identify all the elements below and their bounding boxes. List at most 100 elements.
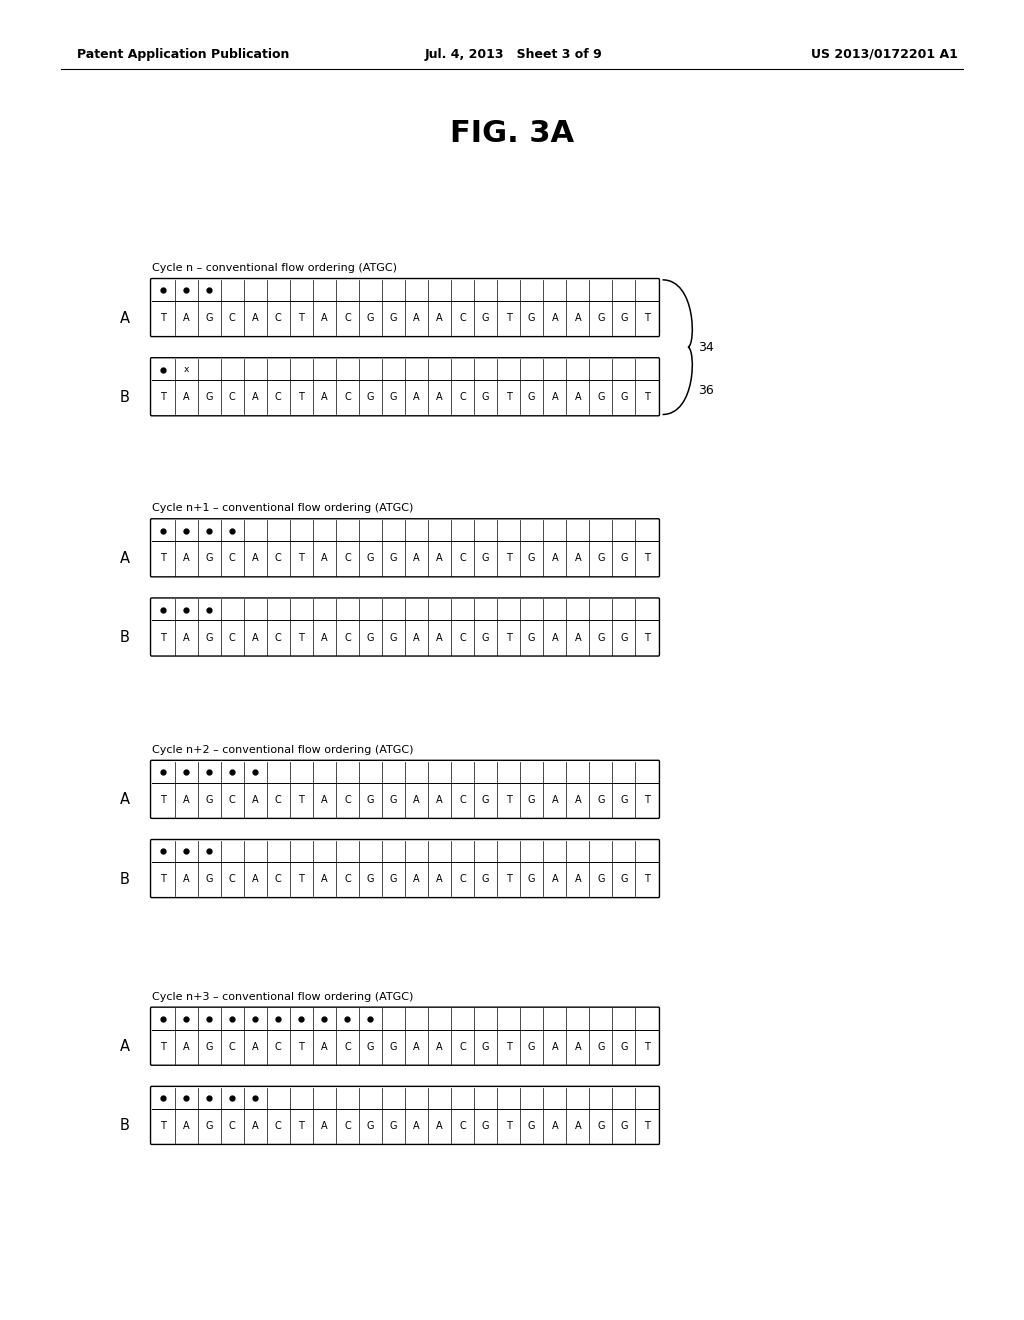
Text: C: C — [459, 313, 466, 323]
Text: C: C — [459, 1121, 466, 1131]
Text: G: G — [367, 313, 374, 323]
Text: C: C — [344, 392, 351, 403]
Text: G: G — [528, 392, 536, 403]
Text: T: T — [160, 795, 166, 805]
Text: A: A — [552, 392, 558, 403]
Text: G: G — [206, 795, 213, 805]
Text: A: A — [322, 313, 328, 323]
Text: T: T — [298, 553, 304, 564]
Text: A: A — [252, 1121, 258, 1131]
FancyBboxPatch shape — [151, 598, 659, 656]
Text: x: x — [183, 366, 188, 374]
Text: G: G — [206, 874, 213, 884]
Text: A: A — [436, 874, 442, 884]
Text: A: A — [120, 310, 130, 326]
Text: A: A — [183, 874, 189, 884]
Text: A: A — [436, 632, 442, 643]
Text: Patent Application Publication: Patent Application Publication — [77, 48, 289, 61]
Text: C: C — [274, 1121, 282, 1131]
Text: A: A — [436, 313, 442, 323]
Text: A: A — [414, 553, 420, 564]
Text: T: T — [298, 632, 304, 643]
Text: G: G — [621, 1121, 628, 1131]
Text: T: T — [506, 632, 512, 643]
Text: C: C — [459, 874, 466, 884]
Text: T: T — [644, 313, 650, 323]
Text: C: C — [344, 1041, 351, 1052]
Text: A: A — [252, 1041, 258, 1052]
Text: A: A — [322, 392, 328, 403]
Text: A: A — [322, 795, 328, 805]
FancyBboxPatch shape — [151, 760, 659, 818]
Text: T: T — [644, 1041, 650, 1052]
Text: C: C — [274, 1041, 282, 1052]
Text: A: A — [574, 795, 581, 805]
Text: G: G — [390, 553, 397, 564]
Text: G: G — [597, 1041, 604, 1052]
Text: T: T — [644, 553, 650, 564]
Text: A: A — [574, 1041, 581, 1052]
Text: A: A — [183, 632, 189, 643]
Text: A: A — [414, 1121, 420, 1131]
Text: G: G — [621, 795, 628, 805]
Text: G: G — [621, 313, 628, 323]
Text: Cycle n+1 – conventional flow ordering (ATGC): Cycle n+1 – conventional flow ordering (… — [152, 503, 413, 513]
Text: T: T — [644, 1121, 650, 1131]
Text: A: A — [414, 313, 420, 323]
Text: A: A — [252, 392, 258, 403]
Text: C: C — [459, 553, 466, 564]
Text: T: T — [160, 553, 166, 564]
Text: G: G — [390, 795, 397, 805]
Text: T: T — [506, 1041, 512, 1052]
Text: A: A — [252, 795, 258, 805]
Text: G: G — [528, 1121, 536, 1131]
Text: 34: 34 — [698, 341, 714, 354]
Text: A: A — [120, 792, 130, 808]
Text: A: A — [322, 874, 328, 884]
Text: A: A — [183, 553, 189, 564]
Text: 36: 36 — [698, 384, 714, 397]
Text: A: A — [574, 632, 581, 643]
FancyBboxPatch shape — [151, 1086, 659, 1144]
Text: G: G — [597, 795, 604, 805]
Text: T: T — [506, 795, 512, 805]
Text: B: B — [120, 1118, 130, 1134]
Text: C: C — [459, 1041, 466, 1052]
Text: A: A — [183, 392, 189, 403]
Text: A: A — [436, 1121, 442, 1131]
Text: C: C — [228, 313, 236, 323]
Text: T: T — [160, 313, 166, 323]
Text: C: C — [274, 632, 282, 643]
Text: C: C — [228, 874, 236, 884]
Text: T: T — [644, 632, 650, 643]
Text: C: C — [344, 1121, 351, 1131]
Text: T: T — [506, 553, 512, 564]
Text: A: A — [183, 795, 189, 805]
Text: A: A — [322, 632, 328, 643]
Text: G: G — [528, 795, 536, 805]
Text: G: G — [206, 632, 213, 643]
Text: A: A — [552, 795, 558, 805]
Text: G: G — [621, 1041, 628, 1052]
Text: C: C — [274, 553, 282, 564]
Text: C: C — [344, 632, 351, 643]
Text: G: G — [597, 392, 604, 403]
Text: G: G — [597, 874, 604, 884]
FancyBboxPatch shape — [151, 358, 659, 416]
Text: Cycle n+3 – conventional flow ordering (ATGC): Cycle n+3 – conventional flow ordering (… — [152, 991, 413, 1002]
Text: C: C — [344, 795, 351, 805]
Text: Cycle n+2 – conventional flow ordering (ATGC): Cycle n+2 – conventional flow ordering (… — [152, 744, 413, 755]
Text: A: A — [552, 874, 558, 884]
Text: C: C — [274, 392, 282, 403]
Text: B: B — [120, 871, 130, 887]
Text: A: A — [183, 313, 189, 323]
Text: Cycle n – conventional flow ordering (ATGC): Cycle n – conventional flow ordering (AT… — [152, 263, 396, 273]
Text: G: G — [482, 632, 489, 643]
Text: G: G — [390, 392, 397, 403]
Text: A: A — [252, 553, 258, 564]
Text: A: A — [322, 1121, 328, 1131]
Text: A: A — [252, 874, 258, 884]
Text: A: A — [414, 1041, 420, 1052]
Text: G: G — [528, 313, 536, 323]
Text: T: T — [298, 874, 304, 884]
